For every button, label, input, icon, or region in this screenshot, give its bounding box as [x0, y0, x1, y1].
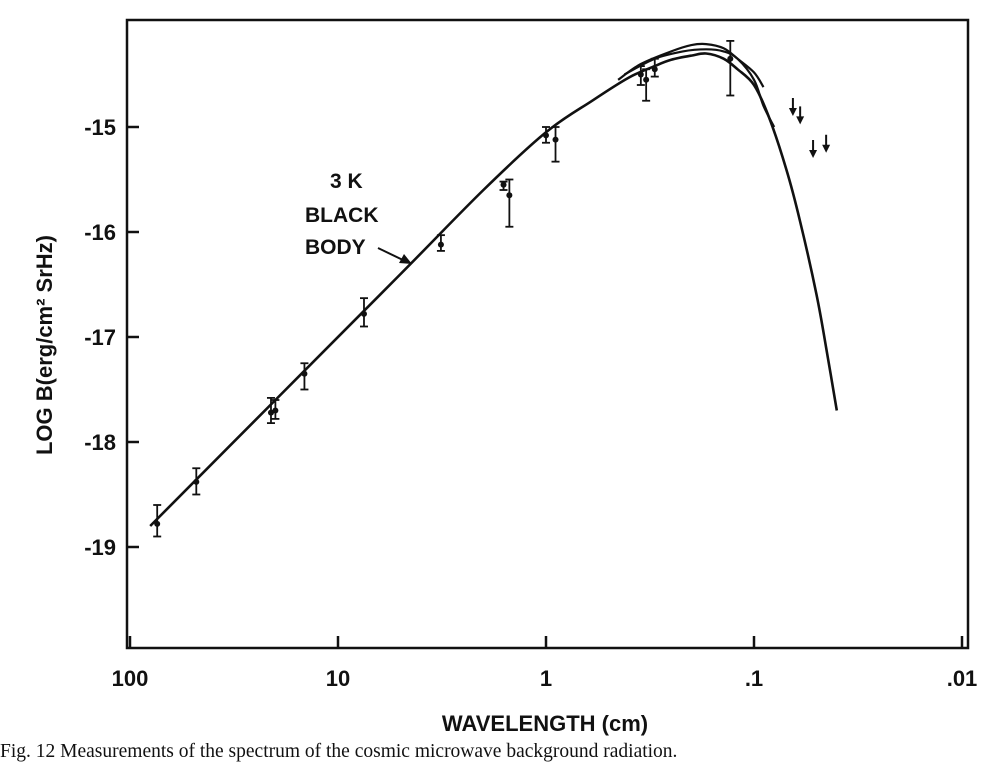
measurement-point [542, 126, 550, 144]
data-marker [727, 55, 734, 62]
x-axis-title: WAVELENGTH (cm) [442, 711, 648, 736]
measurement-point [436, 234, 445, 252]
upper-limit-head [822, 144, 831, 153]
y-axis-ticks: -15 -16 -17 -18 -19 [84, 115, 139, 560]
measurement-points [153, 40, 735, 538]
x-tick-label: 1 [540, 666, 552, 691]
data-marker [437, 241, 444, 248]
upper-limit-arrow [822, 134, 831, 153]
upper-limit-arrow [796, 106, 805, 125]
data-marker [193, 478, 200, 485]
x-tick-label: 10 [326, 666, 350, 691]
plot-frame [125, 18, 970, 650]
upper-limit-head [796, 116, 805, 125]
data-marker [154, 520, 161, 527]
measurement-point [505, 178, 514, 228]
annotation-arrow [377, 247, 406, 262]
upper-limit-head [788, 108, 797, 116]
y-tick-label: -15 [84, 115, 116, 140]
black-body-curves [149, 42, 839, 527]
data-marker [360, 310, 367, 317]
x-tick-label: .1 [745, 666, 763, 691]
x-axis-ticks: 100 10 1 .1 .01 [112, 636, 978, 691]
measurement-point [153, 504, 162, 538]
measurement-point [192, 467, 201, 496]
y-axis-title: LOG B(erg/cm² SrHz) [32, 235, 57, 455]
measurement-point [551, 126, 560, 163]
measurement-point [359, 297, 368, 328]
x-tick-label: .01 [947, 666, 978, 691]
annotation-3k-black-body: 3 K BLACK BODY [305, 170, 412, 264]
chart: -15 -16 -17 -18 -19 100 10 1 .1 .01 3 K BLACK BO… [32, 18, 978, 736]
black-body-curve [149, 52, 839, 527]
y-tick-label: -19 [84, 535, 116, 560]
upper-limit-arrow [788, 98, 797, 116]
measurement-point [636, 65, 645, 86]
data-marker [506, 192, 513, 199]
data-marker [301, 370, 308, 377]
data-marker [543, 132, 549, 139]
plot-border [125, 18, 970, 650]
spectrum-fit-curve [623, 48, 776, 128]
measurement-point [726, 40, 735, 97]
x-tick-label: 100 [112, 666, 149, 691]
y-tick-label: -16 [84, 220, 116, 245]
annotation-line-1: 3 K [330, 170, 363, 193]
data-marker [651, 66, 658, 73]
y-tick-label: -17 [84, 325, 116, 350]
data-marker [643, 76, 650, 83]
y-tick-label: -18 [84, 430, 116, 455]
measurement-point [650, 57, 659, 78]
annotation-arrowhead [399, 254, 412, 264]
figure-caption: Fig. 12 Measurements of the spectrum of … [0, 741, 678, 762]
data-marker [552, 136, 559, 143]
data-marker [272, 407, 279, 414]
upper-limit-arrows [788, 98, 831, 158]
annotation-line-3: BODY [305, 236, 366, 259]
measurement-point [300, 362, 309, 391]
measurement-point [642, 68, 651, 102]
upper-limit-head [809, 150, 818, 158]
measurement-point [271, 399, 280, 420]
data-marker [500, 181, 507, 188]
data-marker [637, 71, 644, 78]
measurement-point [499, 180, 508, 191]
upper-limit-arrow [809, 140, 818, 158]
annotation-line-2: BLACK [305, 204, 379, 227]
